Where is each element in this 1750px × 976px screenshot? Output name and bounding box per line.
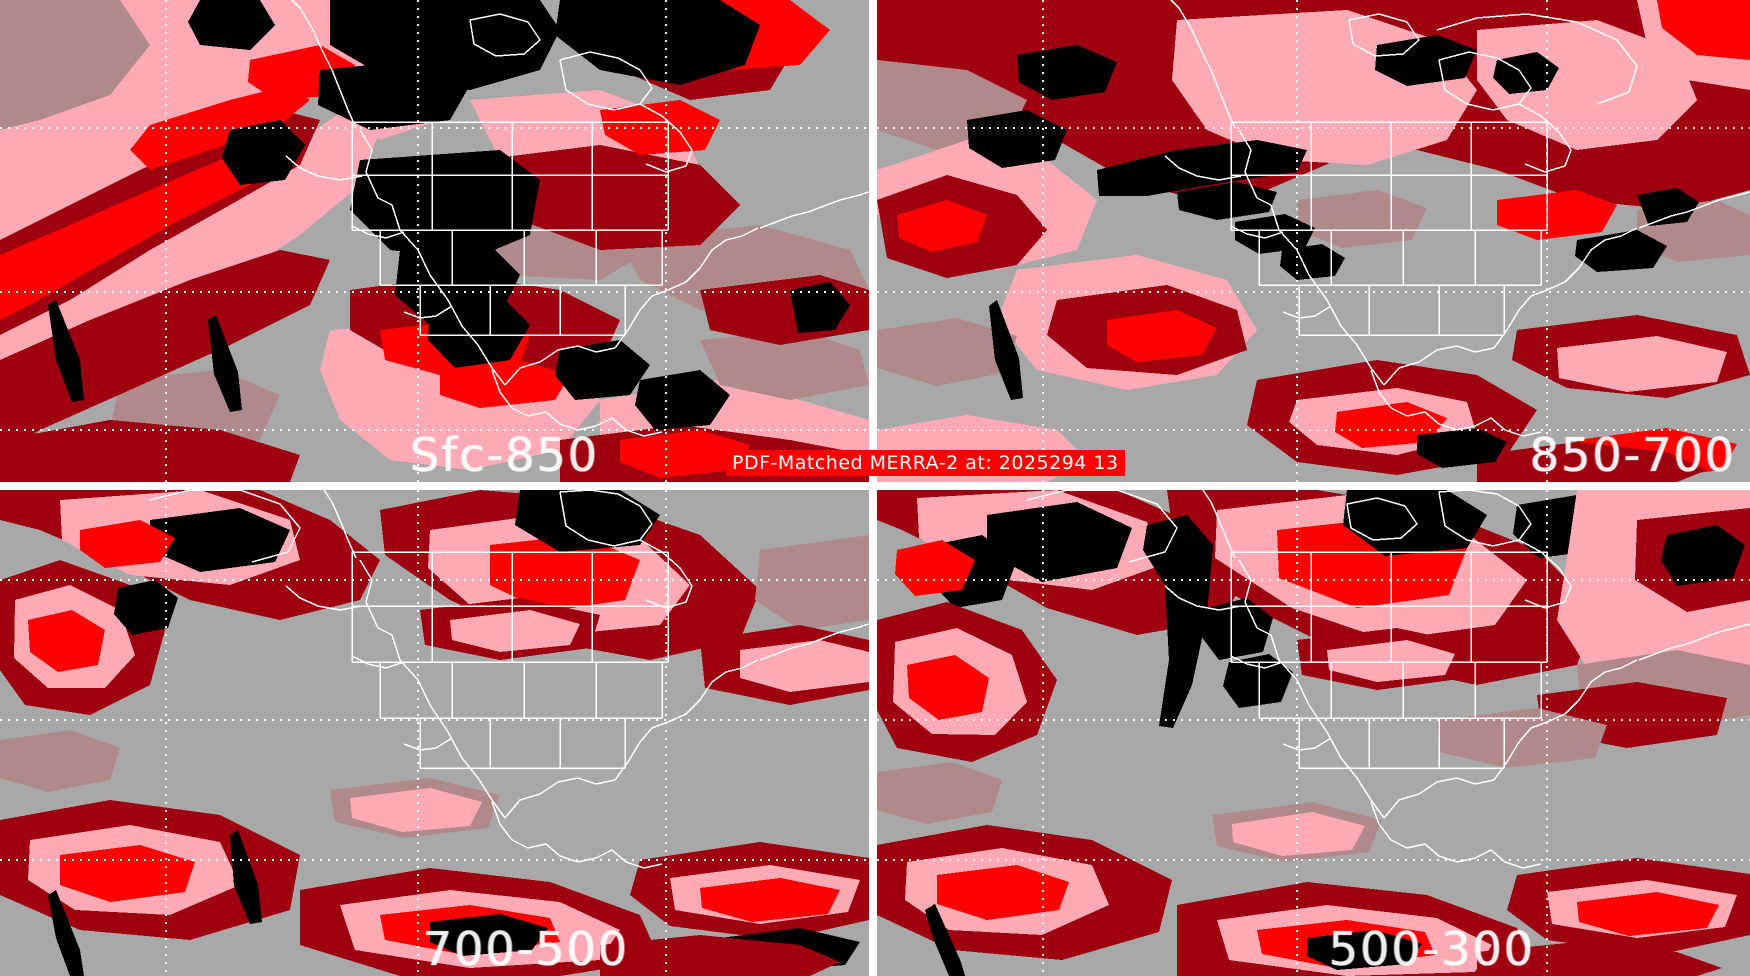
panel-divider-horizontal [0, 482, 1750, 490]
raster-field-850-700 [877, 0, 1750, 482]
raster-field-sfc-850 [0, 0, 869, 482]
map-panel-700-500[interactable]: 700-500 [0, 490, 869, 976]
map-panel-sfc-850[interactable]: Sfc-850 [0, 0, 869, 482]
raster-field-700-500 [0, 490, 869, 976]
figure-title-text: PDF-Matched MERRA-2 at: 2025294 13 [732, 452, 1119, 474]
figure-title-banner: PDF-Matched MERRA-2 at: 2025294 13 [726, 450, 1125, 476]
map-panel-500-300[interactable]: 500-300 [877, 490, 1750, 976]
raster-field-500-300 [877, 490, 1750, 976]
map-panel-850-700[interactable]: 850-700 [877, 0, 1750, 482]
